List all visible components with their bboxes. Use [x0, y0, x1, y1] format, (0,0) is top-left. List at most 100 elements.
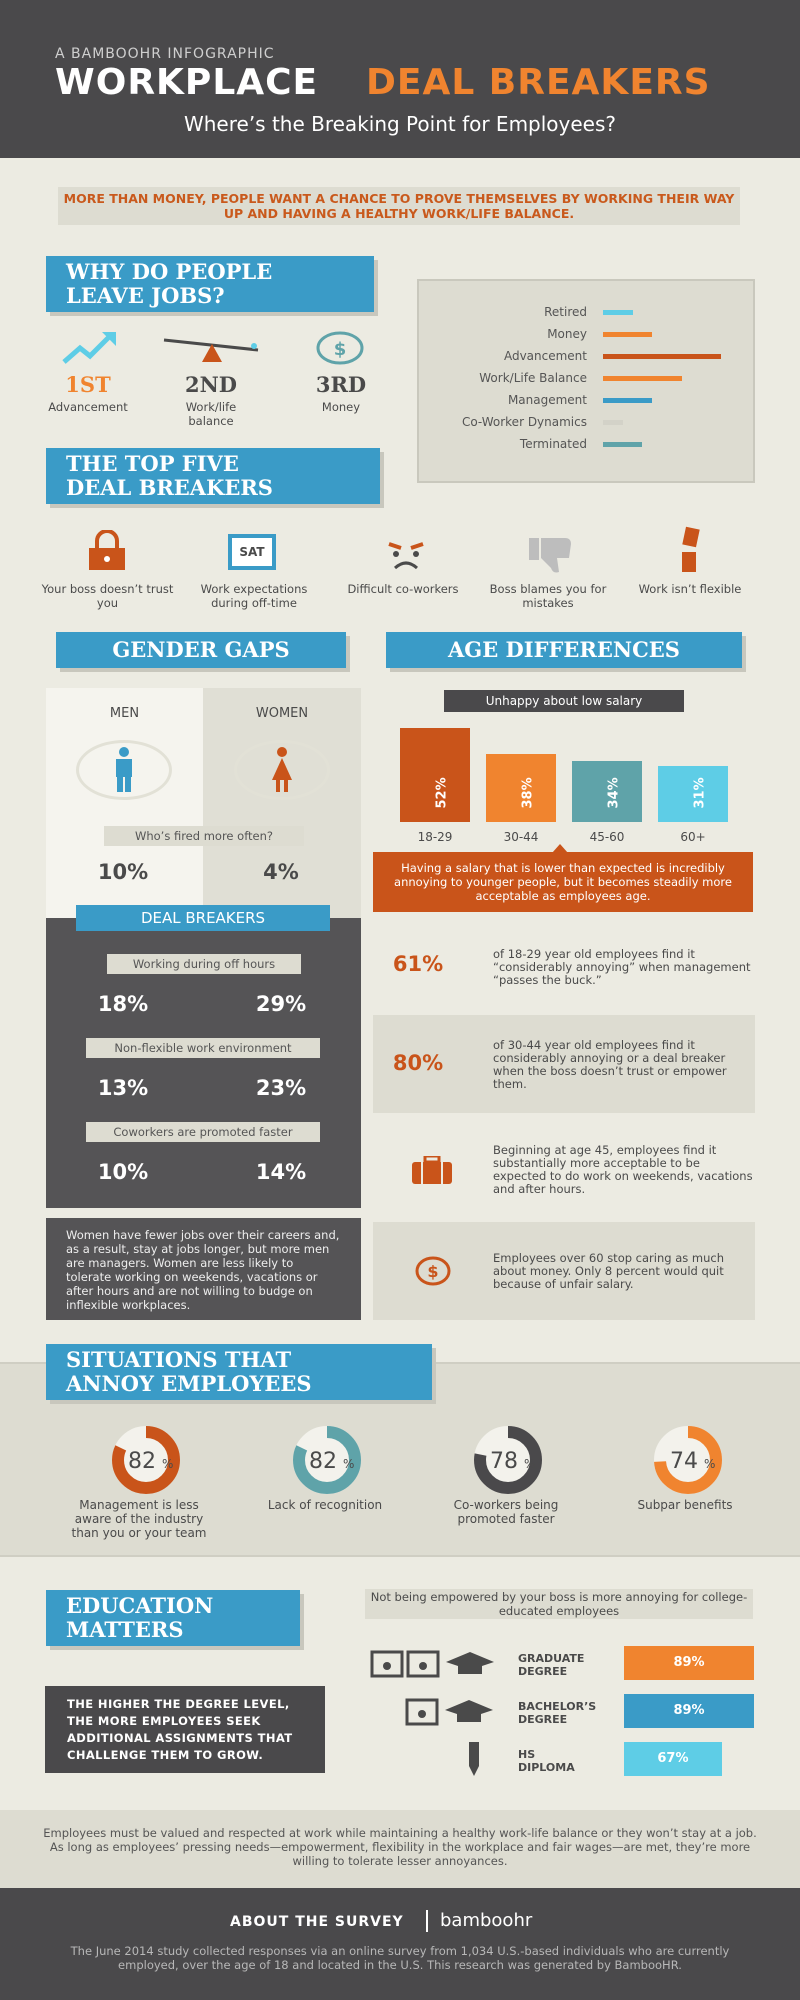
age-stat-3-text: Beginning at age 45, employees find it s… [493, 1143, 753, 1196]
age-stat-2-text: of 30-44 year old employees find it cons… [493, 1038, 727, 1091]
donut-value: 78 [490, 1449, 518, 1474]
title-accent: DEAL BREAKERS [366, 62, 711, 103]
age-bar-label: 60+ [680, 830, 706, 844]
age-callout: Having a salary that is lower than expec… [373, 852, 753, 912]
kicker: A BAMBOOHR INFOGRAPHIC [55, 46, 275, 62]
gender-row-1-women: 29% [255, 992, 307, 1016]
women-label: WOMEN [255, 706, 309, 721]
situations-title-line1: SITUATIONS THAT [66, 1347, 292, 1372]
degree-2-line2: DEGREE [518, 1713, 568, 1726]
thumbs-down-icon [529, 538, 571, 573]
svg-text:$: $ [334, 339, 347, 360]
growth-arrow-icon [62, 332, 116, 364]
gender-title: GENDER GAPS [56, 632, 346, 668]
svg-text:$: $ [427, 1262, 438, 1281]
situation-1-label: Management is less aware of the industry… [71, 1498, 207, 1540]
age-stat-1: 61% of 18-29 year old employees find it … [373, 930, 755, 1028]
rank-2-label: Work/life balance [185, 400, 237, 428]
why-title-line1: WHY DO PEOPLE [66, 259, 273, 284]
degree-1: GRADUATE DEGREE [518, 1652, 584, 1678]
graduate-degree-icon [370, 1650, 494, 1678]
degree-3-line1: HS [518, 1748, 536, 1761]
degree-3-line2: DIPLOMA [518, 1761, 575, 1774]
gender-row-2-men: 13% [97, 1076, 149, 1100]
age-bar-value: 52% [434, 777, 450, 809]
age-stat-4: $ Employees over 60 stop caring as much … [373, 1222, 755, 1320]
reason-label: Work/Life Balance [479, 371, 587, 385]
education-subtitle: Not being empowered by your boss is more… [365, 1589, 753, 1619]
gender-panel-women [203, 688, 361, 918]
donut-percent-sign: % [343, 1457, 354, 1471]
situation-4-label: Subpar benefits [637, 1498, 733, 1512]
donut-value: 82 [128, 1449, 156, 1474]
education-title: EDUCATION MATTERS [46, 1590, 300, 1646]
donut-percent-sign: % [524, 1457, 535, 1471]
reason-bar [603, 310, 633, 315]
dealbreaker-4: Boss blames you for mistakes [489, 582, 607, 610]
subtitle: Where’s the Breaking Point for Employees… [183, 112, 617, 136]
gender-row-2-label: Non-flexible work environment [86, 1038, 320, 1058]
reason-bar [603, 332, 653, 337]
title-primary: WORKPLACE [55, 62, 319, 103]
bamboohr-logo: bamboohr [440, 1910, 533, 1931]
footer-divider [426, 1910, 428, 1932]
pencil-icon [469, 1742, 479, 1776]
briefcase-icon [412, 1156, 452, 1184]
degree-2: BACHELOR’S DEGREE [518, 1700, 596, 1726]
situation-2-label: Lack of recognition [267, 1498, 383, 1512]
intro-banner: MORE THAN MONEY, PEOPLE WANT A CHANCE TO… [58, 187, 740, 225]
situations-donuts: 82% 82% 78% 74% [112, 1426, 722, 1494]
donut-arc [112, 1426, 180, 1494]
age-bar-value: 38% [520, 777, 536, 809]
situations-title: SITUATIONS THAT ANNOY EMPLOYEES [46, 1344, 432, 1400]
footer [0, 1888, 800, 2000]
dealbreaker-5: Work isn’t flexible [638, 582, 742, 596]
age-chart-title: Unhappy about low salary [444, 690, 684, 712]
rank-1-label: Advancement [48, 400, 128, 414]
education-note: THE HIGHER THE DEGREE LEVEL, THE MORE EM… [45, 1686, 325, 1773]
dealbreaker-1: Your boss doesn’t trust you [41, 582, 174, 610]
reason-label: Terminated [519, 437, 587, 451]
rank-2: 2ND [184, 372, 238, 397]
donut-percent-sign: % [704, 1457, 715, 1471]
bachelor-degree-icon [405, 1698, 493, 1726]
reason-label: Management [507, 393, 587, 407]
situations-title-line2: ANNOY EMPLOYEES [66, 1371, 312, 1396]
calendar-icon: SAT [228, 534, 276, 570]
age-bar-value: 34% [606, 777, 622, 809]
closing-text: Employees must be valued and respected a… [0, 1810, 800, 1888]
gender-note: Women have fewer jobs over their careers… [46, 1218, 361, 1320]
education-title-line2: MATTERS [66, 1617, 184, 1642]
gender-row-1-label: Working during off hours [107, 954, 301, 974]
dollar-coin-icon: $ [415, 1256, 451, 1286]
reason-bar [603, 442, 643, 447]
age-bar: 34% [572, 760, 642, 822]
degree-2-line1: BACHELOR’S [518, 1700, 597, 1713]
gender-row-3-women: 14% [255, 1160, 307, 1184]
age-stat-1-pct: 61% [392, 952, 444, 976]
top5-title-line2: DEAL BREAKERS [66, 475, 273, 500]
man-icon [116, 747, 132, 792]
dealbreaker-2: Work expectations during off-time [200, 582, 308, 610]
lock-icon [89, 530, 125, 570]
gender-row-1-men: 18% [97, 992, 149, 1016]
age-bar: 31% [658, 766, 728, 822]
survey-text: The June 2014 study collected responses … [70, 1944, 730, 1972]
degree-bar: 89% [624, 1694, 754, 1728]
reason-label: Retired [544, 305, 587, 319]
age-stat-2-pct: 80% [392, 1051, 444, 1075]
age-bar-label: 18-29 [417, 830, 453, 844]
reason-bar [603, 420, 623, 425]
reason-bar [603, 354, 721, 359]
donut-value: 74 [670, 1449, 698, 1474]
woman-icon [272, 747, 292, 792]
rank-3-label: Money [321, 400, 361, 414]
age-stat-2: 80% of 30-44 year old employees find it … [373, 1015, 755, 1113]
education-title-line1: EDUCATION [66, 1593, 214, 1618]
fired-men-pct: 10% [97, 860, 149, 884]
age-bar-value: 31% [692, 777, 708, 809]
reasons-chart: Retired Money Advancement Work/Life Balance… [417, 279, 755, 483]
reason-bar [603, 398, 653, 403]
balance-scale-icon [163, 338, 259, 362]
donut-arc [293, 1426, 361, 1494]
